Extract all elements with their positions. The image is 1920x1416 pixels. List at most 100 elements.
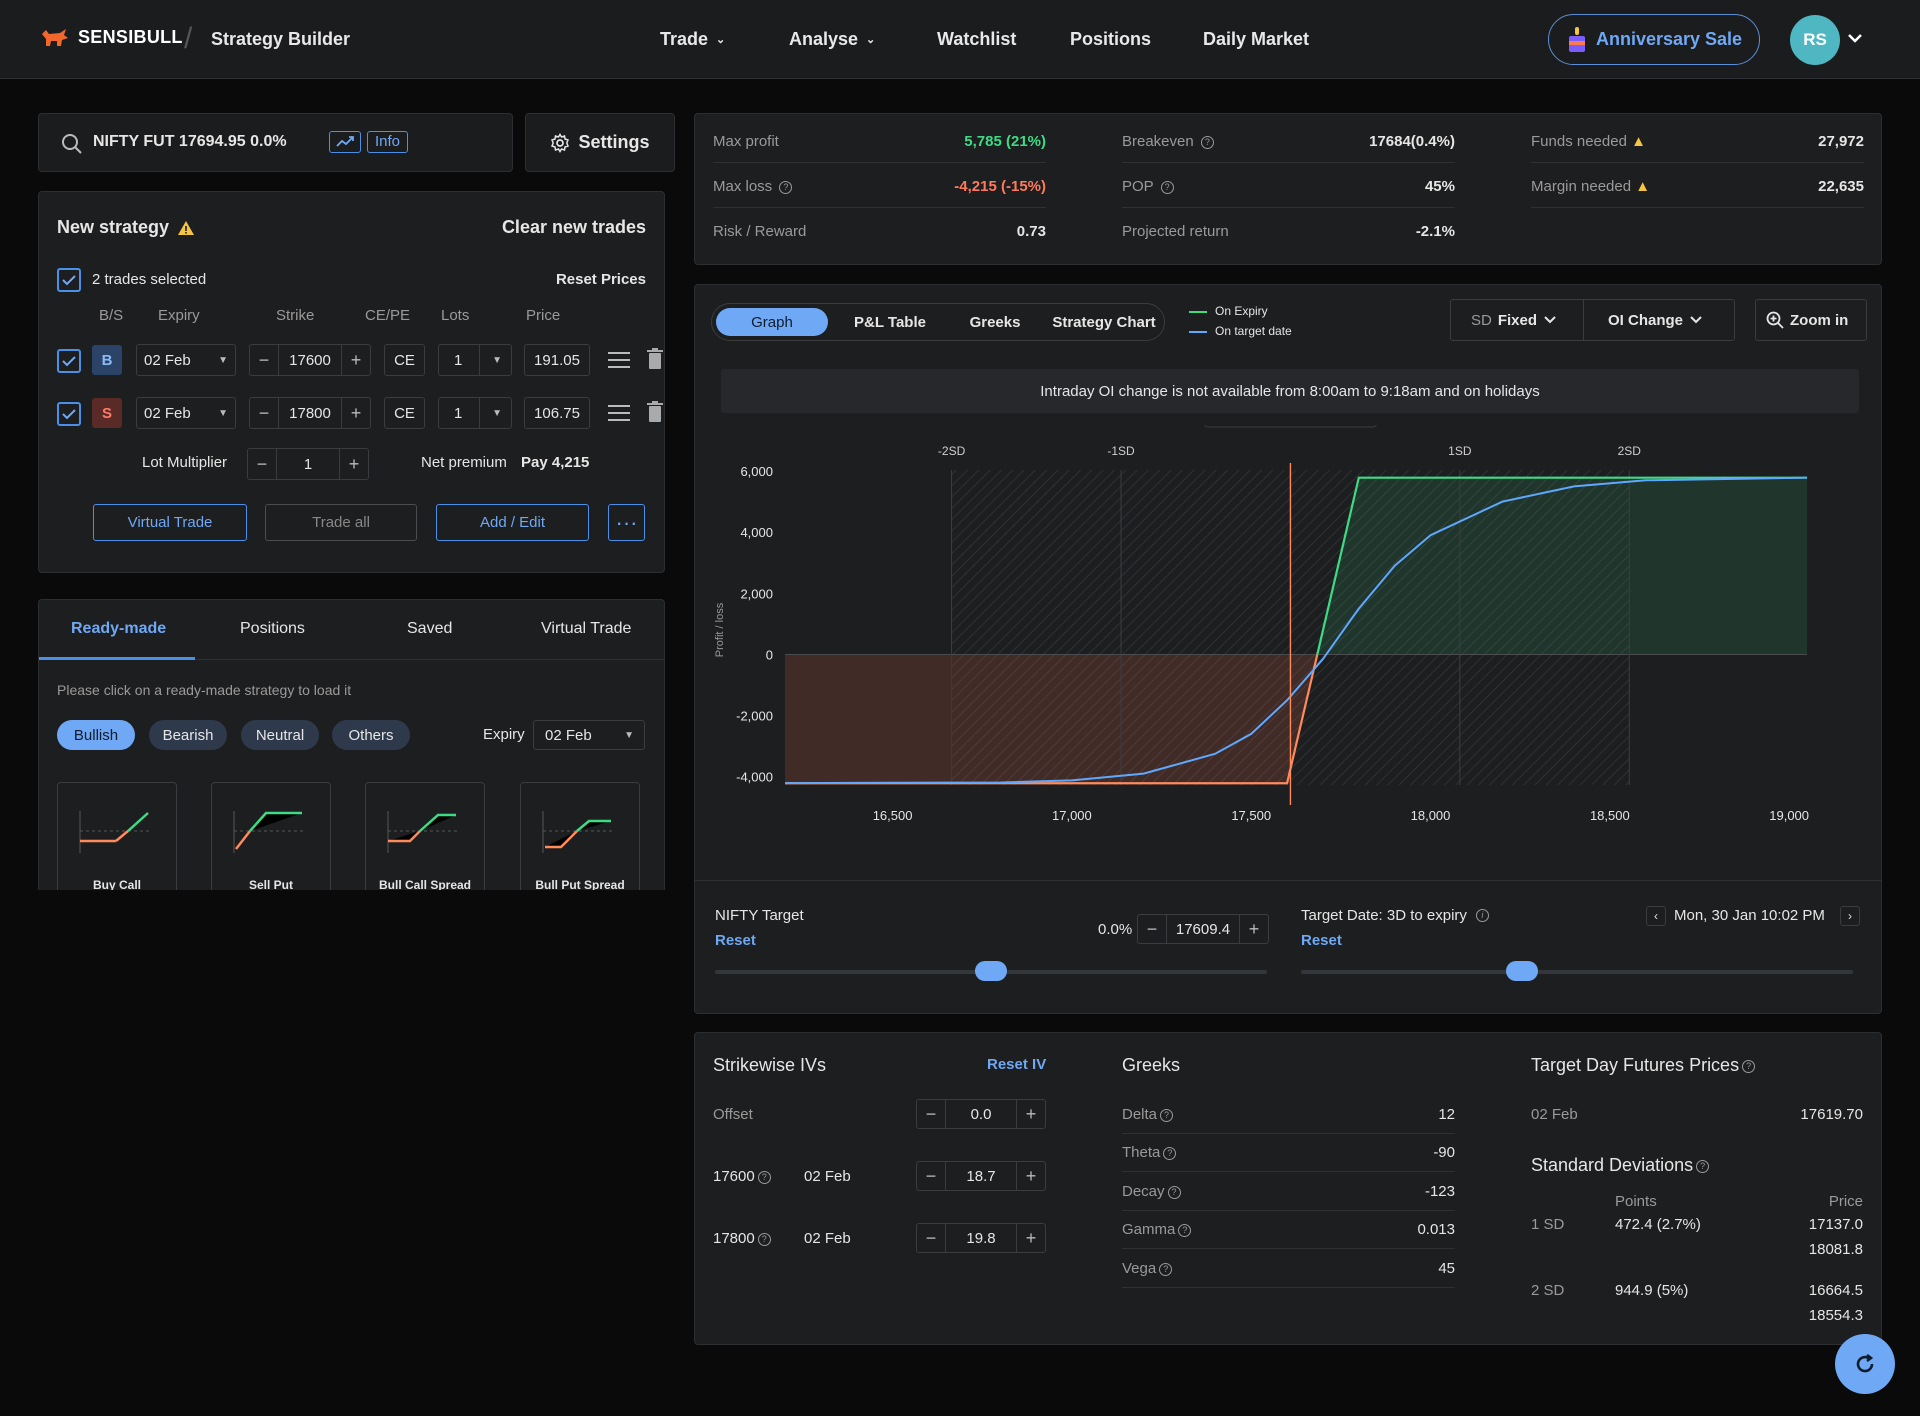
help-icon[interactable]: ? (779, 180, 793, 194)
plus-icon[interactable]: + (350, 402, 362, 423)
expiry-select[interactable]: 02 Feb ▼ (136, 397, 236, 429)
strategy-tile-bull-put-spread[interactable]: Bull Put Spread (520, 782, 640, 890)
plus-icon[interactable]: + (348, 453, 360, 474)
nav-analyse[interactable]: Analyse ⌄ (789, 29, 875, 50)
option-type[interactable]: CE (384, 344, 425, 376)
offset-value[interactable]: 0.0 (945, 1100, 1017, 1128)
help-icon[interactable]: ? (1696, 1159, 1710, 1173)
info-icon[interactable]: i (1475, 909, 1489, 922)
settings-button[interactable]: Settings (525, 113, 675, 172)
minus-icon[interactable]: − (1146, 918, 1158, 939)
help-icon[interactable]: ? (757, 1232, 771, 1246)
option-type[interactable]: CE (384, 397, 425, 429)
avatar[interactable]: RS (1790, 15, 1840, 65)
clear-new-trades-button[interactable]: Clear new trades (501, 217, 646, 237)
minus-icon[interactable]: − (256, 453, 268, 474)
drag-handle-icon[interactable] (607, 350, 631, 370)
filter-neutral[interactable]: Neutral (241, 720, 319, 750)
nav-positions[interactable]: Positions (1070, 29, 1152, 49)
minus-icon[interactable]: − (925, 1103, 937, 1124)
expiry-select[interactable]: 02 Feb ▼ (136, 344, 236, 376)
filter-bullish[interactable]: Bullish (57, 720, 135, 750)
trash-icon[interactable] (647, 348, 663, 370)
filter-bearish[interactable]: Bearish (149, 720, 227, 750)
help-icon[interactable]: ? (1178, 1223, 1192, 1237)
help-icon[interactable]: ? (1160, 180, 1174, 194)
strategy-tile-bull-call-spread[interactable]: Bull Call Spread (365, 782, 485, 890)
chevron-right-icon[interactable]: › (1840, 906, 1860, 926)
help-icon[interactable]: ? (1742, 1059, 1756, 1073)
plus-icon[interactable]: + (1248, 918, 1260, 939)
reset-iv-button[interactable]: Reset IV (987, 1056, 1047, 1073)
nav-daily-market[interactable]: Daily Market (1203, 29, 1310, 49)
strike-value[interactable]: 17600 (278, 345, 342, 375)
tab-virtual-trade[interactable]: Virtual Trade (541, 620, 632, 637)
iv-stepper[interactable]: −18.7 + (916, 1161, 1046, 1191)
lot-multiplier-stepper[interactable]: −1 + (247, 448, 369, 480)
price-input[interactable]: 191.05 (524, 344, 590, 376)
help-icon[interactable]: ? (1159, 1262, 1173, 1276)
strike-value[interactable]: 17800 (278, 398, 342, 428)
strategy-tile-sell-put[interactable]: Sell Put (211, 782, 331, 890)
oi-change-select[interactable]: OI Change (1583, 299, 1735, 341)
filter-others[interactable]: Others (332, 720, 410, 750)
tab-positions[interactable]: Positions (240, 620, 305, 637)
tab-pl-table[interactable]: P&L Table (854, 313, 926, 331)
add-edit-button[interactable]: Add / Edit (436, 504, 589, 541)
nav-trade[interactable]: Trade ⌄ (660, 29, 725, 50)
trade-checkbox[interactable] (57, 402, 81, 426)
reset-prices-button[interactable]: Reset Prices (555, 271, 646, 288)
slider-thumb[interactable] (1505, 961, 1538, 981)
tab-saved[interactable]: Saved (407, 620, 453, 637)
sd-mode-select[interactable]: SD Fixed (1450, 299, 1584, 341)
trade-all-button[interactable]: Trade all (265, 504, 417, 541)
trade-checkbox[interactable] (57, 349, 81, 373)
plus-icon[interactable]: + (1025, 1103, 1037, 1124)
nav-watchlist[interactable]: Watchlist (937, 29, 1017, 49)
help-icon[interactable]: ? (1167, 1185, 1181, 1199)
tab-greeks[interactable]: Greeks (969, 313, 1021, 331)
iv-value[interactable]: 19.8 (945, 1224, 1017, 1252)
anniversary-sale-button[interactable]: Anniversary Sale (1548, 14, 1760, 65)
more-options-icon[interactable]: ··· (608, 504, 645, 541)
help-icon[interactable]: ? (757, 1170, 771, 1184)
instrument-search[interactable]: NIFTY FUT 17694.95 0.0% Info (38, 113, 513, 172)
help-icon[interactable]: ? (1200, 135, 1214, 149)
minus-icon[interactable]: − (258, 349, 270, 370)
payoff-chart[interactable]: -2SD -1SD 1SD 2SD 6,000 4,000 2,000 0 -2,000 -4,0… (695, 425, 1881, 845)
lots-select[interactable]: 1 ▼ (438, 397, 512, 429)
nifty-target-slider[interactable] (715, 961, 1267, 981)
buy-badge[interactable]: B (92, 345, 122, 375)
tab-strategy-chart[interactable]: Strategy Chart (1052, 313, 1156, 331)
minus-icon[interactable]: − (258, 402, 270, 423)
offset-stepper[interactable]: −0.0 + (916, 1099, 1046, 1129)
brand-logo[interactable]: SENSIBULL (40, 26, 183, 48)
minus-icon[interactable]: − (925, 1165, 937, 1186)
lots-select[interactable]: 1 ▼ (438, 344, 512, 376)
minus-icon[interactable]: − (925, 1227, 937, 1248)
select-all-checkbox[interactable] (57, 268, 81, 292)
lot-multiplier-value[interactable]: 1 (276, 449, 340, 479)
iv-value[interactable]: 18.7 (945, 1162, 1017, 1190)
strategy-tile-buy-call[interactable]: Buy Call (57, 782, 177, 890)
readymade-expiry-select[interactable]: 02 Feb ▼ (533, 720, 645, 750)
price-input[interactable]: 106.75 (524, 397, 590, 429)
help-icon[interactable]: ? (1160, 1108, 1174, 1122)
slider-thumb[interactable] (975, 961, 1007, 981)
date-reset-button[interactable]: Reset (1301, 932, 1342, 949)
trash-icon[interactable] (647, 401, 663, 423)
drag-handle-icon[interactable] (607, 403, 631, 423)
plus-icon[interactable]: + (1025, 1165, 1037, 1186)
chevron-down-icon[interactable] (1847, 32, 1863, 44)
iv-stepper[interactable]: −19.8 + (916, 1223, 1046, 1253)
sell-badge[interactable]: S (92, 398, 122, 428)
virtual-trade-button[interactable]: Virtual Trade (93, 504, 247, 541)
nifty-target-price[interactable]: 17609.4 (1166, 915, 1240, 943)
refresh-button[interactable] (1835, 1334, 1895, 1394)
chevron-left-icon[interactable]: ‹ (1646, 906, 1666, 926)
nifty-reset-button[interactable]: Reset (715, 932, 756, 949)
target-date-slider[interactable] (1301, 961, 1853, 981)
help-icon[interactable]: ? (1163, 1146, 1177, 1160)
tab-graph[interactable]: Graph (716, 308, 828, 336)
strike-stepper[interactable]: −17600 + (249, 344, 371, 376)
